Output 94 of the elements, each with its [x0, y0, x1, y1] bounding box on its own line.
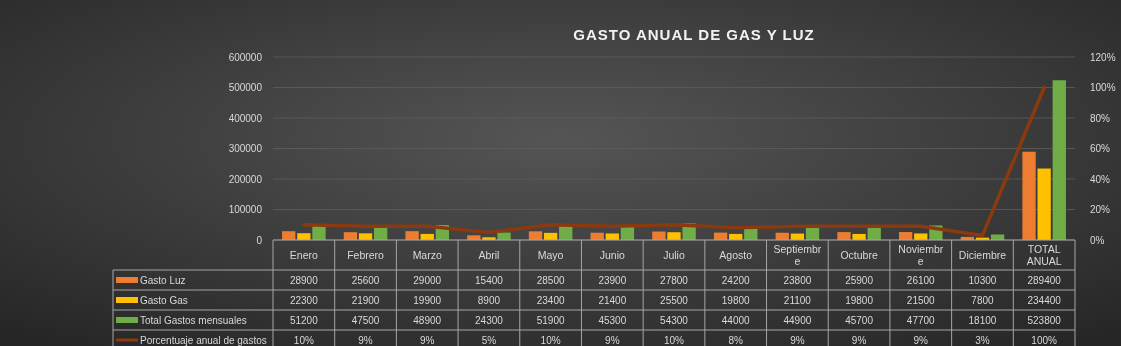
data-label: 8% [728, 334, 744, 346]
data-label: 28900 [289, 274, 319, 286]
data-label: 7800 [971, 294, 995, 306]
y-tick-label: 0 [256, 234, 263, 246]
y-tick-label: 300000 [228, 143, 263, 154]
legend-label: Gasto Gas [140, 294, 188, 306]
data-label: 24200 [721, 274, 751, 286]
data-label: 27800 [660, 274, 689, 286]
data-label: 100% [1031, 334, 1058, 346]
x-tick-label: Mayo [537, 248, 564, 261]
data-label: 23400 [536, 294, 565, 306]
x-tick-label: Noviembre [898, 242, 944, 267]
x-tick-label: Julio [663, 248, 685, 261]
data-label: 48900 [413, 314, 442, 326]
y2-tick-label: 80% [1090, 112, 1111, 124]
x-tick-label: Diciembre [958, 248, 1007, 261]
x-tick-label: Septiembre [773, 242, 822, 267]
x-tick-label: Agosto [719, 248, 753, 261]
data-label: 23800 [783, 274, 812, 286]
data-label: 29000 [413, 274, 442, 286]
bar [914, 233, 928, 240]
data-label: 47500 [351, 314, 380, 326]
bar [528, 231, 543, 240]
data-label: 3% [975, 334, 990, 346]
x-tick-label: Octubre [840, 248, 878, 261]
data-label: 21500 [906, 294, 936, 306]
line-series [302, 85, 1046, 238]
legend-label: Total Gastos mensuales [140, 314, 247, 326]
data-label: 21900 [351, 294, 380, 306]
data-label: 25900 [845, 274, 874, 286]
bar [667, 232, 681, 240]
y2-tick-label: 100% [1090, 82, 1116, 93]
x-tick-label: Junio [599, 248, 626, 261]
y-tick-label: 200000 [228, 173, 263, 185]
data-label: 25600 [351, 274, 380, 286]
legend-label: Porcentuaje anual de gastos [140, 334, 267, 346]
data-label: 9% [913, 334, 929, 346]
x-tick-label: Enero [289, 248, 319, 261]
bar [1037, 168, 1051, 240]
data-label: 234400 [1027, 294, 1062, 306]
bar [837, 232, 851, 240]
data-label: 54300 [660, 314, 689, 326]
data-label: 5% [481, 334, 497, 346]
x-tick-label: Febrero [347, 248, 385, 261]
y2-tick-label: 120% [1090, 51, 1116, 63]
data-label: 45300 [598, 314, 627, 326]
data-label: 18100 [968, 314, 997, 326]
y2-tick-label: 20% [1090, 204, 1111, 215]
data-label: 44900 [783, 314, 812, 326]
y2-tick-label: 60% [1090, 143, 1111, 154]
data-label: 10% [293, 334, 314, 346]
x-tick-label: TOTAL ANUAL [1026, 242, 1062, 267]
chart-title: GASTO ANUAL DE GAS Y LUZ [573, 26, 815, 43]
data-label: 10% [540, 334, 561, 346]
y2-tick-label: 40% [1090, 173, 1111, 185]
data-label: 15400 [475, 274, 504, 286]
data-label: 47700 [906, 314, 936, 326]
y-tick-label: 500000 [228, 82, 263, 93]
data-label: 19900 [413, 294, 442, 306]
data-label: 9% [420, 334, 435, 346]
x-tick-label: Abril [478, 248, 500, 261]
data-label: 289400 [1027, 274, 1062, 286]
data-label: 25500 [660, 294, 689, 306]
y-tick-label: 100000 [228, 204, 263, 215]
bar [405, 231, 419, 240]
y2-tick-label: 0% [1090, 234, 1105, 246]
data-label: 28500 [536, 274, 565, 286]
data-label: 51900 [536, 314, 565, 326]
data-label: 45700 [845, 314, 874, 326]
data-label: 51200 [289, 314, 319, 326]
data-label: 19800 [845, 294, 874, 306]
bar [605, 233, 619, 240]
data-label: 10300 [968, 274, 997, 286]
data-label: 9% [605, 334, 620, 346]
y-tick-label: 600000 [228, 51, 263, 63]
data-label: 22300 [289, 294, 319, 306]
x-tick-label: Marzo [412, 248, 442, 261]
data-label: 19800 [721, 294, 751, 306]
data-label: 9% [790, 334, 805, 346]
data-label: 26100 [906, 274, 936, 286]
bar [1022, 151, 1036, 240]
data-label: 8900 [477, 294, 501, 306]
data-label: 21100 [783, 294, 812, 306]
y-tick-label: 400000 [228, 112, 263, 124]
data-label: 523800 [1027, 314, 1062, 326]
data-label: 9% [851, 334, 867, 346]
data-label: 21400 [598, 294, 627, 306]
legend-label: Gasto Luz [140, 274, 186, 286]
bar [1052, 80, 1066, 240]
data-label: 24300 [475, 314, 504, 326]
data-label: 9% [358, 334, 373, 346]
data-label: 44000 [721, 314, 751, 326]
data-label: 23900 [598, 274, 627, 286]
data-label: 10% [663, 334, 685, 346]
